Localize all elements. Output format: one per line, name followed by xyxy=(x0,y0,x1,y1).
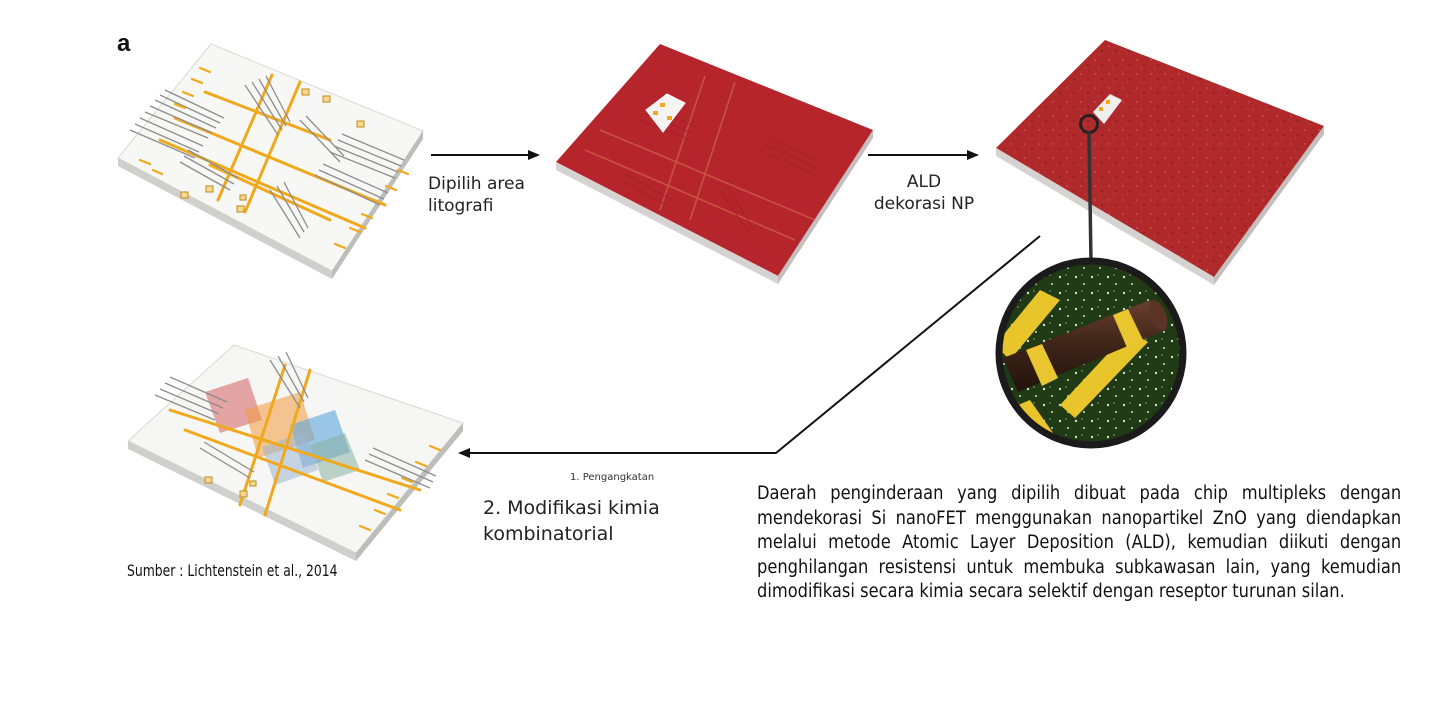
chip-resist-coated xyxy=(556,44,873,284)
step-label-modification-line2: kombinatorial xyxy=(483,523,614,545)
source-citation: Sumber : Lichtenstein et al., 2014 xyxy=(127,561,338,580)
chip-combinatorial-modified xyxy=(127,344,464,561)
step-label-modification-line1: 2. Modifikasi kimia xyxy=(483,497,660,519)
step-label-ald-line1: ALD xyxy=(906,172,942,192)
arrow-return xyxy=(458,235,1041,458)
step-label-lift-off: 1. Pengangkatan xyxy=(570,472,655,483)
step-label-lithography-line2: litografi xyxy=(428,196,494,216)
chip-electrode-pattern xyxy=(117,43,424,279)
magnified-nanowire-inset xyxy=(995,257,1187,449)
step-label-ald-line2: dekorasi NP xyxy=(873,194,975,214)
step-label-modification: 2. Modifikasi kimia kombinatorial xyxy=(483,495,660,547)
magnifier-stem xyxy=(1087,131,1093,263)
step-label-lithography: Dipilih area litografi xyxy=(428,173,525,217)
chip-ald-decorated xyxy=(996,40,1324,285)
step-label-lithography-line1: Dipilih area xyxy=(428,174,525,194)
panel-label: a xyxy=(117,30,131,57)
step-label-ald: ALD dekorasi NP xyxy=(865,171,983,215)
figure-caption: Daerah penginderaan yang dipilih dibuat … xyxy=(757,483,1402,602)
